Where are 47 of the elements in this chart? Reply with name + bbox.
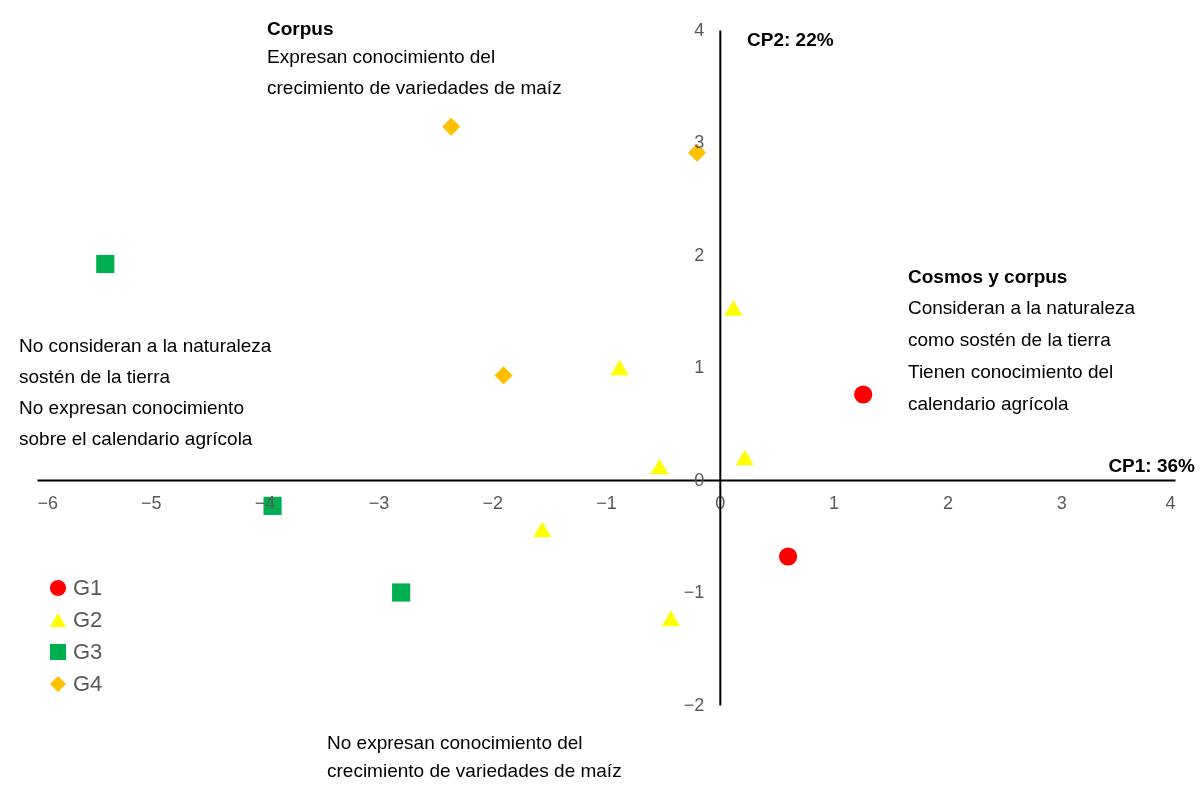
x-axis-title: CP1: 36% — [1108, 455, 1196, 476]
x-tick-label: 1 — [829, 492, 840, 513]
annotation: Cosmos y corpus — [908, 266, 1068, 287]
y-tick-label: 2 — [694, 244, 705, 265]
x-tick-label: 4 — [1165, 492, 1176, 513]
x-tick-label: −3 — [368, 492, 390, 513]
point — [494, 366, 513, 385]
legend-label: G3 — [73, 639, 103, 664]
y-tick-label: −2 — [683, 694, 705, 715]
annotation: como sostén de la tierra — [908, 329, 1112, 350]
x-tick-label: 2 — [942, 492, 953, 513]
point — [650, 458, 669, 475]
text: crecimiento de variedades de maíz — [327, 760, 622, 781]
y-tick-label: 4 — [694, 19, 705, 40]
point — [533, 521, 552, 538]
annotation: Tienen conocimiento del — [908, 361, 1114, 382]
y-tick-label: 3 — [694, 132, 705, 152]
point — [724, 300, 743, 316]
annotation: No consideran a la naturaleza — [19, 335, 272, 356]
point — [779, 547, 798, 566]
annotation: sobre el calendario agrícola — [19, 428, 253, 449]
legend-label: G1 — [73, 575, 103, 600]
legend-label: G4 — [73, 671, 103, 696]
y-tick-label: −1 — [683, 582, 705, 602]
annotation: No expresan conocimiento — [19, 397, 244, 418]
annotation: Consideran a la naturaleza — [908, 297, 1136, 318]
text: No expresan conocimiento del — [327, 732, 583, 753]
x-tick-label: −5 — [141, 492, 162, 513]
x-tick-label: −6 — [37, 492, 59, 513]
point — [96, 254, 115, 274]
point — [854, 385, 873, 404]
annotation: crecimiento de variedades de maíz — [267, 77, 562, 98]
annotation: Corpus — [267, 18, 334, 39]
point — [442, 117, 461, 136]
annotation: sostén de la tierra — [19, 366, 171, 387]
point — [392, 583, 411, 602]
annotation: Expresan conocimiento del — [267, 46, 496, 67]
y-axis-title: CP2: 22% — [747, 29, 834, 50]
x-tick-label: −2 — [482, 492, 503, 513]
y-tick-label: 1 — [694, 357, 705, 377]
point — [610, 359, 629, 376]
point — [661, 610, 680, 627]
x-tick-label: −1 — [596, 492, 617, 513]
legend-label: G2 — [73, 607, 103, 632]
annotation: calendario agrícola — [908, 393, 1069, 414]
point — [735, 449, 754, 466]
x-tick-label: 3 — [1056, 492, 1067, 513]
